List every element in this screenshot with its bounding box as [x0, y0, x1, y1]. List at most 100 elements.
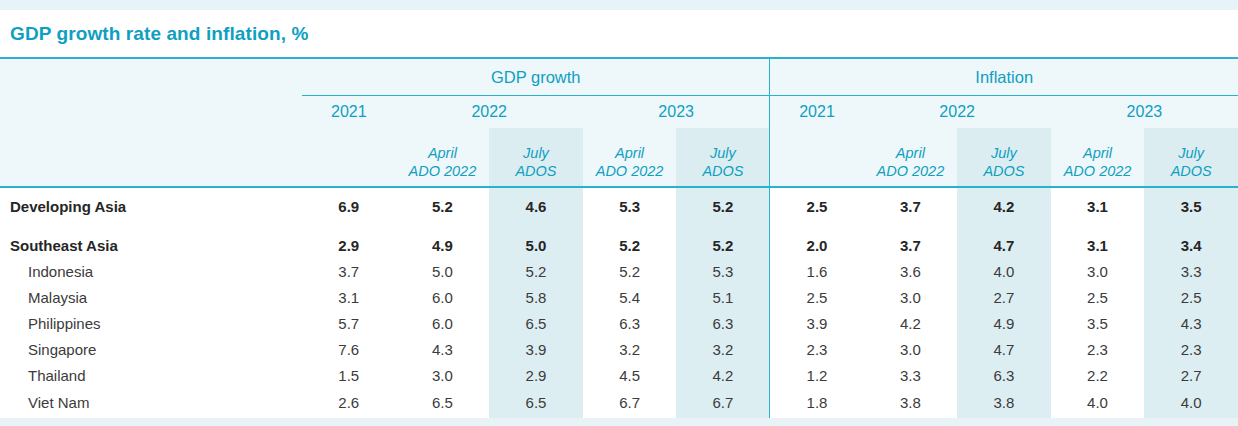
value-cell: 4.0 [1051, 388, 1145, 418]
value-cell: 3.3 [864, 362, 958, 388]
empty-cell [0, 96, 302, 129]
value-cell: 3.5 [1144, 187, 1238, 222]
subheader-gdp-2022-july: July ADOS [489, 128, 583, 187]
value-cell: 6.3 [583, 310, 677, 336]
spacer-row [0, 222, 1238, 232]
row-label: Singapore [0, 336, 302, 362]
value-cell: 6.7 [583, 388, 677, 418]
value-cell: 3.9 [489, 336, 583, 362]
corner-cell [0, 59, 302, 96]
value-cell: 4.0 [957, 258, 1051, 284]
value-cell: 3.0 [864, 336, 958, 362]
year-header-row: 2021 2022 2023 2021 2022 2023 [0, 96, 1238, 129]
gdp-inflation-table: GDP growth Inflation 2021 2022 2023 2021… [0, 59, 1238, 418]
subheader-inflation-2023-april: April ADO 2022 [1051, 128, 1145, 187]
value-cell: 2.2 [1051, 362, 1145, 388]
value-cell: 7.6 [302, 336, 396, 362]
table-row-indonesia: Indonesia 3.7 5.0 5.2 5.2 5.3 1.6 3.6 4.… [0, 258, 1238, 284]
value-cell: 3.5 [1051, 310, 1145, 336]
title-bar: GDP growth rate and inflation, % [0, 10, 1238, 57]
value-cell: 2.3 [1144, 336, 1238, 362]
value-cell: 2.0 [770, 232, 864, 258]
value-cell: 1.6 [770, 258, 864, 284]
value-cell: 4.9 [396, 232, 490, 258]
value-cell: 2.3 [1051, 336, 1145, 362]
value-cell: 5.0 [396, 258, 490, 284]
value-cell: 4.2 [864, 310, 958, 336]
group-header-inflation: Inflation [770, 59, 1238, 96]
table-row-southeast-asia: Southeast Asia 2.9 4.9 5.0 5.2 5.2 2.0 3… [0, 232, 1238, 258]
value-cell: 3.7 [302, 258, 396, 284]
value-cell: 6.5 [489, 310, 583, 336]
value-cell: 2.9 [302, 232, 396, 258]
value-cell: 4.2 [676, 362, 770, 388]
value-cell: 5.4 [583, 284, 677, 310]
value-cell: 2.5 [770, 187, 864, 222]
value-cell: 4.7 [957, 232, 1051, 258]
year-inflation-2021: 2021 [770, 96, 864, 129]
value-cell: 2.9 [489, 362, 583, 388]
value-cell: 2.3 [770, 336, 864, 362]
value-cell: 4.7 [957, 336, 1051, 362]
year-gdp-2021: 2021 [302, 96, 396, 129]
value-cell: 2.6 [302, 388, 396, 418]
table-row-developing-asia: Developing Asia 6.9 5.2 4.6 5.3 5.2 2.5 … [0, 187, 1238, 222]
value-cell: 3.3 [1144, 258, 1238, 284]
value-cell: 4.9 [957, 310, 1051, 336]
empty-cell [0, 128, 302, 187]
value-cell: 1.5 [302, 362, 396, 388]
table-header: GDP growth Inflation 2021 2022 2023 2021… [0, 59, 1238, 187]
value-cell: 3.1 [1051, 187, 1145, 222]
row-label: Thailand [0, 362, 302, 388]
year-inflation-2022: 2022 [864, 96, 1051, 129]
empty-cell [302, 128, 396, 187]
value-cell: 3.8 [957, 388, 1051, 418]
value-cell: 3.2 [676, 336, 770, 362]
value-cell: 5.2 [489, 258, 583, 284]
value-cell: 3.1 [1051, 232, 1145, 258]
value-cell: 5.0 [489, 232, 583, 258]
value-cell: 3.6 [864, 258, 958, 284]
value-cell: 5.2 [583, 232, 677, 258]
table-row-singapore: Singapore 7.6 4.3 3.9 3.2 3.2 2.3 3.0 4.… [0, 336, 1238, 362]
value-cell: 5.2 [583, 258, 677, 284]
value-cell: 4.3 [1144, 310, 1238, 336]
subheader-row: April ADO 2022 July ADOS April ADO 2022 … [0, 128, 1238, 187]
row-label: Southeast Asia [0, 232, 302, 258]
subheader-gdp-2023-april: April ADO 2022 [583, 128, 677, 187]
value-cell: 4.0 [1144, 388, 1238, 418]
subheader-gdp-2022-april: April ADO 2022 [396, 128, 490, 187]
value-cell: 3.8 [864, 388, 958, 418]
table-row-thailand: Thailand 1.5 3.0 2.9 4.5 4.2 1.2 3.3 6.3… [0, 362, 1238, 388]
value-cell: 5.2 [396, 187, 490, 222]
value-cell: 6.3 [676, 310, 770, 336]
value-cell: 4.2 [957, 187, 1051, 222]
value-cell: 3.2 [583, 336, 677, 362]
value-cell: 5.3 [583, 187, 677, 222]
value-cell: 2.5 [1051, 284, 1145, 310]
value-cell: 6.3 [957, 362, 1051, 388]
row-label: Malaysia [0, 284, 302, 310]
value-cell: 3.0 [396, 362, 490, 388]
row-label: Viet Nam [0, 388, 302, 418]
group-header-row: GDP growth Inflation [0, 59, 1238, 96]
value-cell: 6.5 [396, 388, 490, 418]
value-cell: 2.7 [1144, 362, 1238, 388]
value-cell: 4.3 [396, 336, 490, 362]
value-cell: 3.0 [864, 284, 958, 310]
subheader-inflation-2022-april: April ADO 2022 [864, 128, 958, 187]
value-cell: 5.7 [302, 310, 396, 336]
value-cell: 5.8 [489, 284, 583, 310]
table-row-philippines: Philippines 5.7 6.0 6.5 6.3 6.3 3.9 4.2 … [0, 310, 1238, 336]
bottom-strip [0, 418, 1238, 426]
subheader-gdp-2023-july: July ADOS [676, 128, 770, 187]
row-label: Philippines [0, 310, 302, 336]
value-cell: 2.7 [957, 284, 1051, 310]
value-cell: 4.5 [583, 362, 677, 388]
subheader-inflation-2022-july: July ADOS [957, 128, 1051, 187]
empty-cell [770, 128, 864, 187]
value-cell: 3.0 [1051, 258, 1145, 284]
value-cell: 3.7 [864, 187, 958, 222]
page: GDP growth rate and inflation, % GDP gro… [0, 0, 1238, 426]
value-cell: 3.1 [302, 284, 396, 310]
